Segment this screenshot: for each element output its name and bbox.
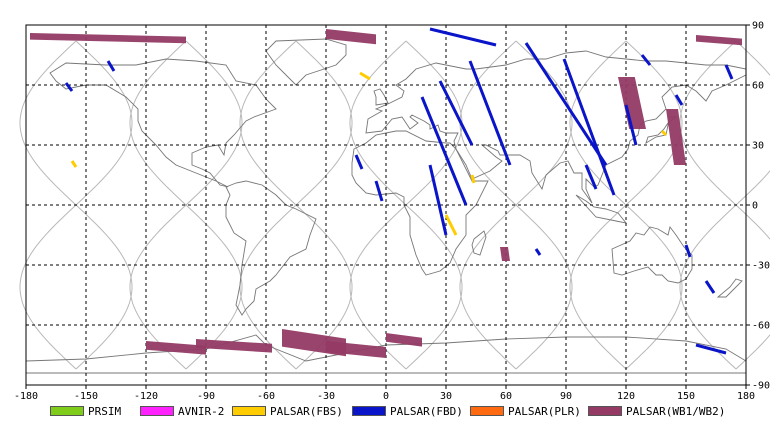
coastline-australia <box>611 225 693 284</box>
fbd-track-1 <box>64 82 74 92</box>
legend-label-palsar-fbd: PALSAR(FBD) <box>390 404 463 418</box>
x-tick-label: 60 <box>500 391 512 402</box>
wb-swath-9 <box>326 341 386 358</box>
palsar-fbd-tracks <box>64 27 734 355</box>
wb-swath-6 <box>146 341 206 355</box>
palsar-wb-swaths <box>30 29 742 358</box>
fbd-track-4 <box>468 60 512 166</box>
legend-swatch-palsar-wb <box>588 406 622 416</box>
y-tick-label: 30 <box>752 141 764 152</box>
legend-swatch-palsar-fbd <box>352 406 386 416</box>
y-tick-label: -90 <box>752 381 770 392</box>
coastline-north-america <box>49 58 277 188</box>
wb-swath-1 <box>326 29 376 45</box>
y-tick-label: -60 <box>752 321 770 332</box>
wb-swath-2 <box>696 35 742 46</box>
fbd-track-2 <box>429 27 497 47</box>
x-tick-label: 120 <box>617 391 635 402</box>
grid-lines <box>26 25 746 385</box>
fbd-track-10 <box>354 154 364 170</box>
fbs-track-2 <box>70 160 78 168</box>
legend-label-avnir2: AVNIR-2 <box>178 404 225 418</box>
fbd-track-0 <box>106 60 116 72</box>
fbs-track-1 <box>444 214 458 236</box>
coastline-madagascar <box>471 230 487 256</box>
x-tick-label: 90 <box>560 391 572 402</box>
legend-item-palsar-fbs: PALSAR(FBS) <box>232 404 343 418</box>
fbd-track-15 <box>724 64 734 80</box>
legend-swatch-palsar-fbs <box>232 406 266 416</box>
x-tick-label: -30 <box>317 391 335 402</box>
fbd-track-16 <box>640 54 652 66</box>
y-tick-label: 90 <box>752 21 764 32</box>
coastline-uk <box>373 88 389 106</box>
x-tick-label: -120 <box>134 391 158 402</box>
legend-label-palsar-fbs: PALSAR(FBS) <box>270 404 343 418</box>
legend: PRSIM AVNIR-2 PALSAR(FBS) PALSAR(FBD) PA… <box>0 400 770 424</box>
legend-item-avnir2: AVNIR-2 <box>140 404 224 418</box>
x-tick-label: 30 <box>440 391 452 402</box>
x-tick-label: 0 <box>383 391 389 402</box>
fbd-track-9 <box>374 180 384 202</box>
wb-swath-7 <box>196 339 272 353</box>
legend-item-prsim: PRSIM <box>50 404 121 418</box>
coastline-indonesia <box>575 194 628 224</box>
fbd-track-12 <box>584 164 598 190</box>
fbd-track-19 <box>674 94 684 106</box>
axis-ticks: -180 -150 -120 -90 -60 -30 0 30 60 90 120 150 180 90 6… <box>14 21 770 403</box>
x-tick-label: -90 <box>197 391 215 402</box>
legend-item-palsar-wb: PALSAR(WB1/WB2) <box>588 404 725 418</box>
fbd-track-5 <box>524 42 608 166</box>
fbd-track-17 <box>695 343 727 355</box>
x-tick-label: -60 <box>257 391 275 402</box>
orbit-track-1-1 <box>129 40 243 370</box>
fbd-track-8 <box>428 164 448 236</box>
fbs-track-4 <box>470 174 476 184</box>
wb-swath-0 <box>30 33 186 44</box>
x-tick-label: 150 <box>677 391 695 402</box>
fbd-track-14 <box>684 244 692 258</box>
coastline-africa <box>351 130 489 276</box>
y-tick-label: 60 <box>752 81 764 92</box>
coastline-eurasia <box>365 50 747 204</box>
coastline-greenland <box>265 38 347 86</box>
legend-label-palsar-plr: PALSAR(PLR) <box>508 404 581 418</box>
fbs-track-0 <box>359 71 371 81</box>
x-tick-label: -150 <box>74 391 98 402</box>
fbs-track-3 <box>660 129 668 137</box>
wb-swath-4 <box>666 109 686 165</box>
orbit-track-4-1 <box>459 40 573 370</box>
wb-swath-5 <box>500 247 510 261</box>
fbd-track-6 <box>562 58 616 196</box>
x-tick-label: -180 <box>14 391 38 402</box>
palsar-fbs-tracks <box>70 71 668 236</box>
coastline-south-america <box>225 180 317 316</box>
legend-label-palsar-wb: PALSAR(WB1/WB2) <box>626 404 726 418</box>
fbd-track-18 <box>704 280 716 294</box>
legend-item-palsar-fbd: PALSAR(FBD) <box>352 404 463 418</box>
legend-swatch-palsar-plr <box>470 406 504 416</box>
fbd-track-13 <box>534 248 542 256</box>
legend-label-prsim: PRSIM <box>88 404 122 418</box>
fbd-track-11 <box>624 104 638 146</box>
legend-item-palsar-plr: PALSAR(PLR) <box>470 404 581 418</box>
y-tick-label: -30 <box>752 261 770 272</box>
fbd-track-3 <box>438 80 474 146</box>
fbd-track-7 <box>420 96 468 206</box>
legend-swatch-prsim <box>50 406 84 416</box>
wb-swath-10 <box>386 333 422 347</box>
wb-swath-3 <box>618 77 646 129</box>
y-tick-label: 0 <box>752 201 758 212</box>
x-tick-label: 180 <box>737 391 755 402</box>
legend-swatch-avnir2 <box>140 406 174 416</box>
coastline-new-zealand <box>716 278 743 298</box>
